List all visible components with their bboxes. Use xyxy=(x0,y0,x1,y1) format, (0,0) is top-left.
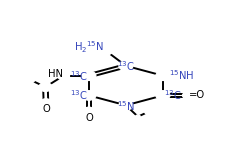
Circle shape xyxy=(144,107,155,115)
Text: O: O xyxy=(85,113,93,123)
Circle shape xyxy=(84,107,94,114)
Circle shape xyxy=(119,61,133,70)
Text: $^{15}$NH: $^{15}$NH xyxy=(169,68,194,82)
Text: H$_2$$^{15}$N: H$_2$$^{15}$N xyxy=(74,39,104,55)
Text: $^{13}$C: $^{13}$C xyxy=(164,89,182,102)
Text: $^{13}$C: $^{13}$C xyxy=(117,59,135,73)
Text: O: O xyxy=(42,104,50,114)
Circle shape xyxy=(119,101,133,110)
Circle shape xyxy=(95,43,113,56)
Circle shape xyxy=(82,71,96,80)
Circle shape xyxy=(39,83,52,91)
Text: =O: =O xyxy=(188,90,205,100)
Text: $^{13}$C: $^{13}$C xyxy=(70,89,88,102)
Text: HN: HN xyxy=(49,69,64,79)
Circle shape xyxy=(182,92,192,99)
Circle shape xyxy=(82,91,96,100)
Circle shape xyxy=(156,71,170,80)
Circle shape xyxy=(41,99,51,105)
Circle shape xyxy=(58,72,70,80)
Circle shape xyxy=(26,77,35,83)
Circle shape xyxy=(136,115,140,118)
Circle shape xyxy=(156,91,170,100)
Text: $^{13}$C: $^{13}$C xyxy=(70,69,88,83)
Text: $^{15}$N: $^{15}$N xyxy=(117,99,135,113)
